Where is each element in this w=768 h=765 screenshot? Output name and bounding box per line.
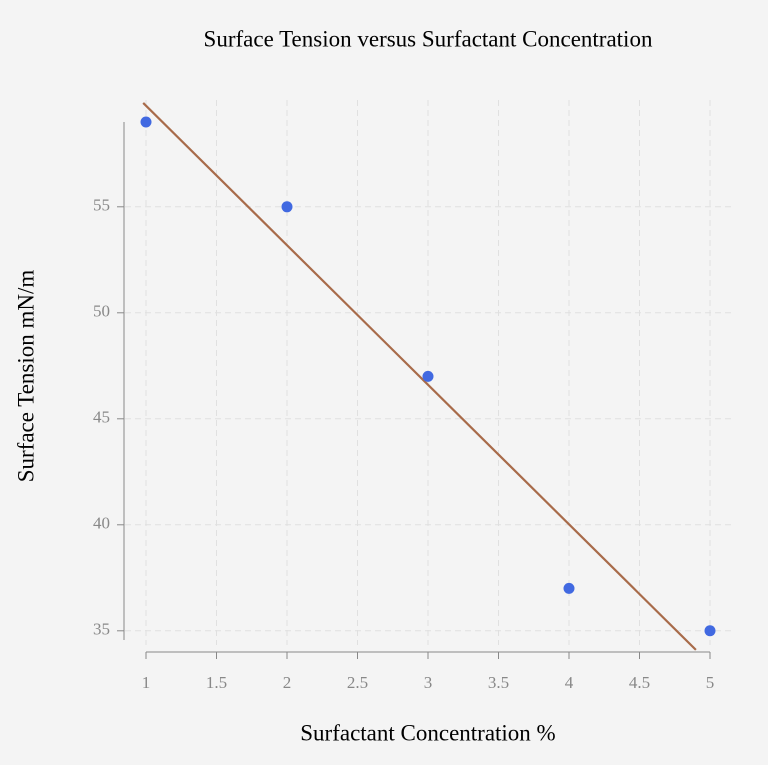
- y-tick-label: 45: [93, 408, 110, 427]
- y-tick-label: 40: [93, 514, 110, 533]
- y-axis-label: Surface Tension mN/m: [13, 270, 38, 483]
- x-tick-label: 3.5: [488, 673, 509, 692]
- trend-line: [142, 102, 697, 651]
- x-tick-label: 3: [424, 673, 433, 692]
- chart-title: Surface Tension versus Surfactant Concen…: [204, 26, 653, 51]
- y-tick-label: 50: [93, 302, 110, 321]
- point: [563, 582, 575, 594]
- x-tick-label: 2.5: [347, 673, 368, 692]
- point: [704, 625, 716, 637]
- point: [281, 201, 293, 213]
- x-tick-label: 4: [565, 673, 574, 692]
- x-tick-label: 2: [283, 673, 292, 692]
- y-tick-label: 35: [93, 620, 110, 639]
- y-tick-label: 55: [93, 196, 110, 215]
- x-tick-label: 5: [706, 673, 715, 692]
- x-tick-label: 4.5: [629, 673, 650, 692]
- point: [140, 116, 152, 128]
- x-tick-label: 1.5: [206, 673, 227, 692]
- x-axis-label: Surfactant Concentration %: [300, 720, 555, 745]
- x-tick-label: 1: [142, 673, 151, 692]
- point: [422, 370, 434, 382]
